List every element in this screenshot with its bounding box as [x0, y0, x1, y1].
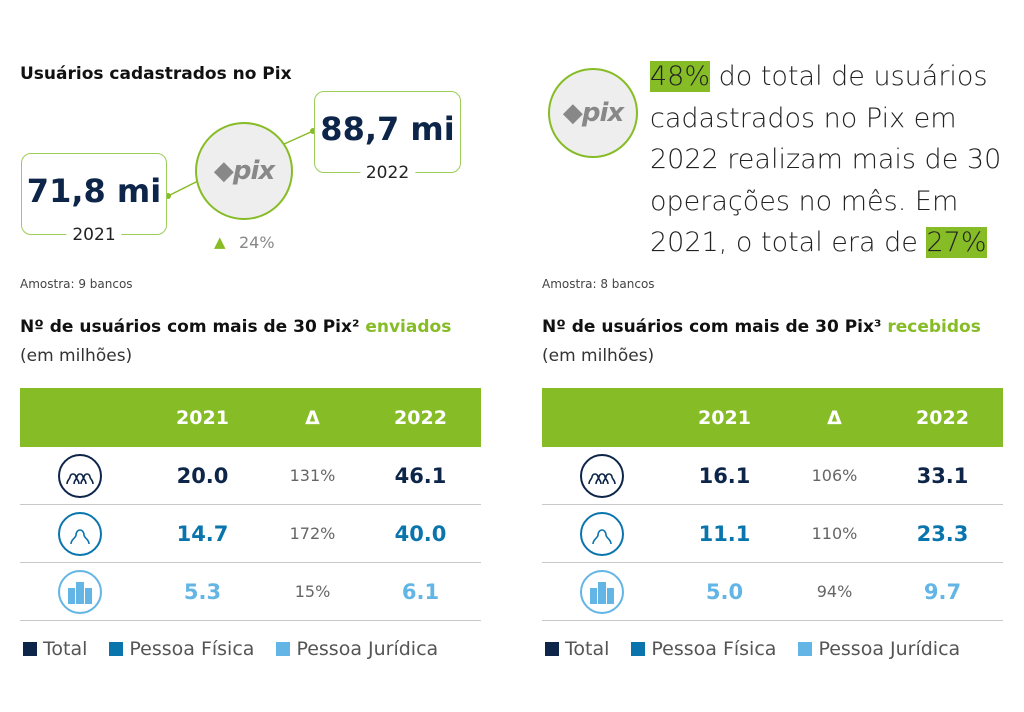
table-row: 5.3 15% 6.1 — [20, 563, 481, 621]
table-title: Nº de usuários com mais de 30 Pix² envia… — [20, 317, 452, 337]
table-subtitle: (em milhões) — [20, 346, 133, 366]
value-2022: 33.1 — [916, 463, 969, 488]
value-2022: 9.7 — [923, 579, 962, 604]
delta-value: 94% — [816, 582, 853, 601]
building-icon — [580, 569, 624, 614]
legend-item: Pessoa Física — [631, 638, 776, 660]
delta-value: 110% — [811, 524, 858, 543]
value-2022: 6.1 — [401, 579, 440, 604]
legend-item: Pessoa Jurídica — [798, 638, 960, 660]
legend-item: Total — [23, 638, 87, 660]
legend-swatch — [276, 642, 291, 656]
value-2022-box: 88,7 mi 2022 — [314, 91, 461, 183]
pix-logo-right: ◆pix — [548, 68, 638, 158]
users-registered-title: Usuários cadastrados no Pix — [20, 64, 292, 84]
person-icon — [580, 511, 624, 556]
legend-swatch — [798, 642, 813, 656]
legend-item: Total — [545, 638, 609, 660]
sample-right: Amostra: 8 bancos — [542, 277, 655, 291]
person-icon — [58, 511, 102, 556]
value-2022: 40.0 — [394, 521, 447, 546]
value-2021: 5.3 — [183, 579, 222, 604]
table-row: 14.7 172% 40.0 — [20, 505, 481, 563]
delta-value: 131% — [289, 466, 336, 485]
sent-table: 2021 Δ 2022 20.0 131% 46.1 14.7 172% 40.… — [20, 388, 481, 621]
delta-value: 172% — [289, 524, 336, 543]
received-table: 2021 Δ 2022 16.1 106% 33.1 11.1 110% 23.… — [542, 388, 1003, 621]
delta-value: 15% — [294, 582, 331, 601]
table-header: 2021 Δ 2022 — [20, 388, 481, 447]
value-2021: 14.7 — [176, 521, 229, 546]
value-2021: 71,8 mi — [26, 172, 162, 210]
value-2021: 5.0 — [705, 579, 744, 604]
group-icon — [58, 453, 102, 498]
group-icon — [580, 453, 624, 498]
building-icon — [58, 569, 102, 614]
legend-swatch — [23, 642, 37, 656]
header-delta: Δ — [827, 406, 842, 429]
value-2021: 20.0 — [176, 463, 229, 488]
value-2022: 46.1 — [394, 463, 447, 488]
legend: Total Pessoa Física Pessoa Jurídica — [545, 638, 960, 660]
arrow-up-icon: ▲ — [214, 233, 226, 251]
header-delta: Δ — [305, 406, 320, 429]
value-2022: 23.3 — [916, 521, 969, 546]
value-2021: 11.1 — [698, 521, 751, 546]
year-2021: 2021 — [66, 225, 122, 245]
legend-item: Pessoa Física — [109, 638, 254, 660]
header-2022: 2022 — [916, 406, 969, 429]
table-row: 20.0 131% 46.1 — [20, 447, 481, 505]
table-row: 16.1 106% 33.1 — [542, 447, 1003, 505]
value-2021-box: 71,8 mi 2021 — [21, 153, 167, 245]
header-2021: 2021 — [698, 406, 751, 429]
legend-swatch — [631, 642, 646, 656]
statistic-text: do total de usuários cadastrados no Pix … — [650, 61, 1002, 258]
year-2022: 2022 — [359, 163, 416, 183]
header-2022: 2022 — [394, 406, 447, 429]
table-subtitle: (em milhões) — [542, 346, 655, 366]
pix-statistic-text: 48% do total de usuários cadastrados no … — [650, 56, 1010, 264]
growth-percent: 24% — [239, 233, 275, 252]
sample-left: Amostra: 9 bancos — [20, 277, 133, 291]
table-row: 5.0 94% 9.7 — [542, 563, 1003, 621]
legend-swatch — [109, 642, 124, 656]
legend-swatch — [545, 642, 559, 656]
highlight-27: 27% — [926, 227, 987, 258]
table-title: Nº de usuários com mais de 30 Pix³ receb… — [542, 317, 981, 337]
table-row: 11.1 110% 23.3 — [542, 505, 1003, 563]
value-2021: 16.1 — [698, 463, 751, 488]
pix-logo: ◆pix — [195, 122, 293, 220]
legend-item: Pessoa Jurídica — [276, 638, 438, 660]
delta-value: 106% — [811, 466, 858, 485]
table-header: 2021 Δ 2022 — [542, 388, 1003, 447]
legend: Total Pessoa Física Pessoa Jurídica — [23, 638, 438, 660]
highlight-48: 48% — [650, 61, 711, 92]
header-2021: 2021 — [176, 406, 229, 429]
value-2022: 88,7 mi — [320, 110, 455, 148]
